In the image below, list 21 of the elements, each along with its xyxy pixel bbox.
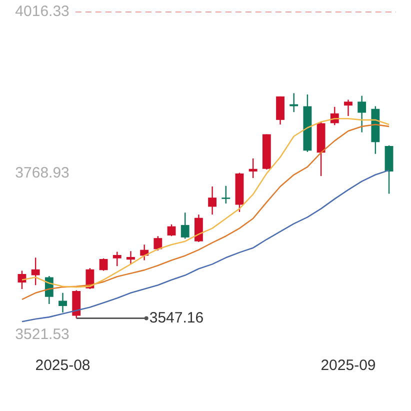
candlestick bbox=[154, 236, 162, 252]
candlestick bbox=[344, 99, 352, 117]
candlestick bbox=[58, 292, 67, 314]
annotation: 3547.16 bbox=[149, 309, 204, 326]
candlestick bbox=[180, 212, 190, 240]
candlestick bbox=[112, 251, 122, 267]
candlestick bbox=[248, 158, 258, 179]
candlestick bbox=[208, 186, 217, 216]
x-tick-label: 2025-09 bbox=[320, 357, 376, 374]
candlestick bbox=[99, 258, 108, 272]
candlestick bbox=[126, 250, 135, 265]
y-tick-label: 3768.93 bbox=[15, 164, 70, 182]
candlestick bbox=[31, 257, 40, 286]
y-tick-label: 4016.33 bbox=[15, 3, 70, 20]
candlestick bbox=[276, 96, 284, 126]
y-tick-label: 3521.53 bbox=[15, 326, 70, 344]
candlestick bbox=[167, 224, 176, 237]
x-tick-label: 2025-08 bbox=[35, 357, 90, 374]
candlestick bbox=[358, 95, 366, 133]
candlestick bbox=[194, 214, 203, 243]
candlestick bbox=[222, 185, 230, 204]
